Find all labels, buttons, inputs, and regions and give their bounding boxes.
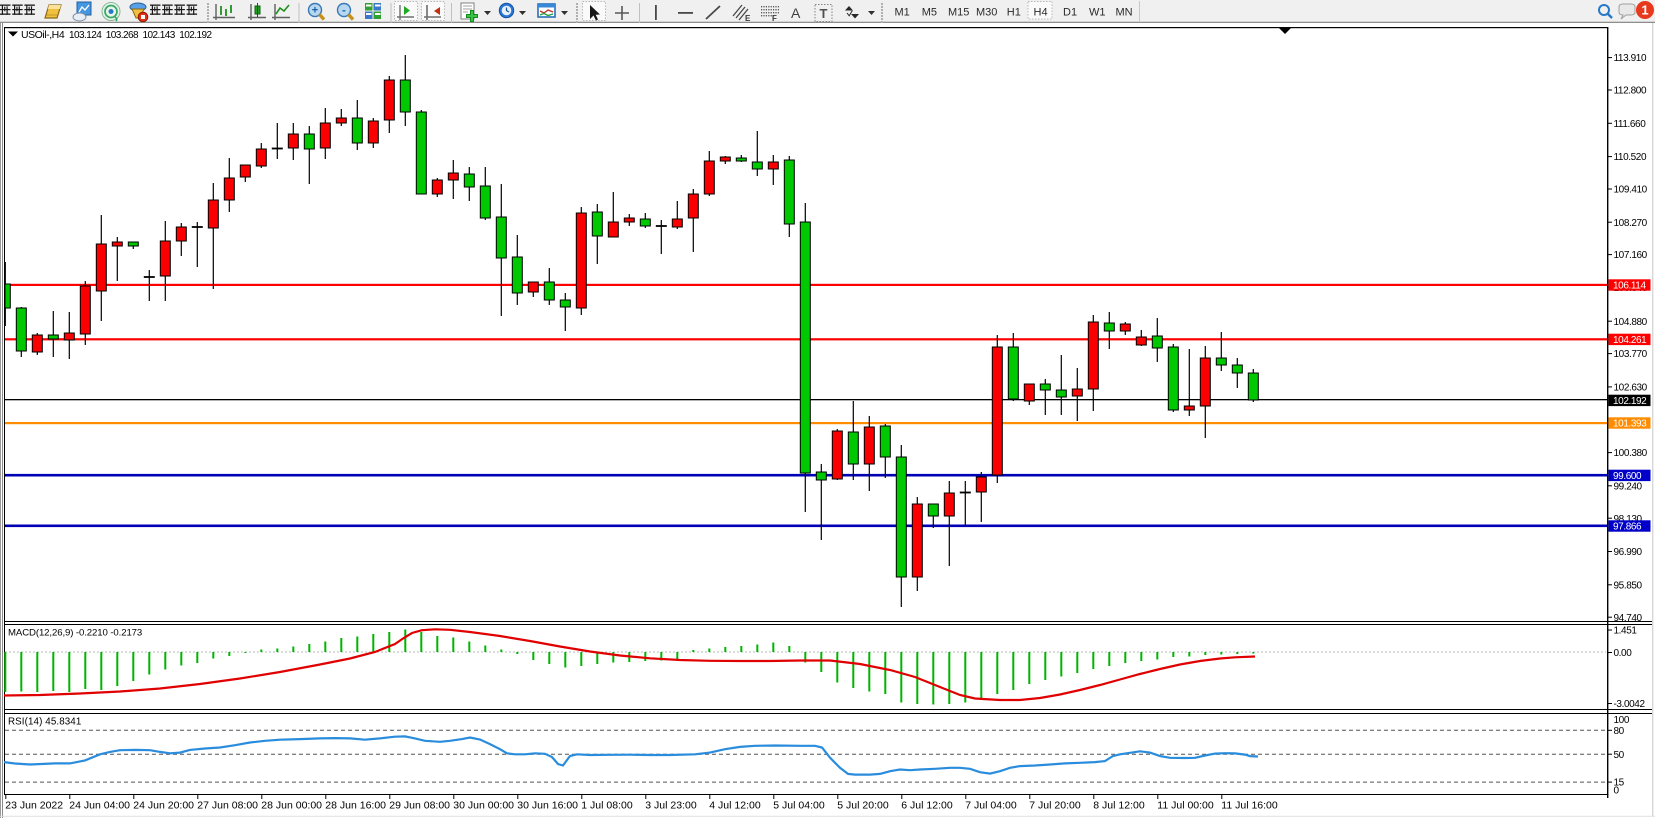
svg-text:109.410: 109.410 <box>1614 185 1648 196</box>
svg-text:108.270: 108.270 <box>1614 218 1648 229</box>
svg-text:11 Jul 16:00: 11 Jul 16:00 <box>1221 800 1278 812</box>
svg-text:3 Jul 23:00: 3 Jul 23:00 <box>645 800 697 812</box>
svg-text:7 Jul 04:00: 7 Jul 04:00 <box>965 800 1017 812</box>
svg-text:5 Jul 20:00: 5 Jul 20:00 <box>837 800 889 812</box>
svg-text:24 Jun 04:00: 24 Jun 04:00 <box>69 800 130 812</box>
svg-text:23 Jun 2022: 23 Jun 2022 <box>5 800 63 812</box>
svg-text:1: 1 <box>1641 3 1648 18</box>
svg-text:8 Jul 12:00: 8 Jul 12:00 <box>1093 800 1145 812</box>
svg-text:T: T <box>820 6 828 21</box>
svg-text:28 Jun 16:00: 28 Jun 16:00 <box>325 800 386 812</box>
svg-text:104.261: 104.261 <box>1613 335 1647 346</box>
svg-text:11 Jul 00:00: 11 Jul 00:00 <box>1157 800 1214 812</box>
svg-text:103.124 103.268 102.143 102: 103.124 103.268 102.143 102.192 <box>69 30 213 41</box>
svg-text:-: - <box>342 5 346 17</box>
svg-text:24 Jun 20:00: 24 Jun 20:00 <box>133 800 194 812</box>
svg-text:103.770: 103.770 <box>1614 349 1648 360</box>
svg-text:W1: W1 <box>1089 7 1106 19</box>
svg-text:F: F <box>772 14 777 23</box>
svg-text:E: E <box>745 14 751 23</box>
svg-text:30 Jun 00:00: 30 Jun 00:00 <box>453 800 514 812</box>
svg-text:+: + <box>312 5 318 17</box>
svg-text:H1: H1 <box>1007 7 1021 19</box>
svg-text:15: 15 <box>1614 778 1625 789</box>
svg-text:99.600: 99.600 <box>1613 471 1642 482</box>
svg-text:99.240: 99.240 <box>1614 481 1643 492</box>
svg-text:107.160: 107.160 <box>1614 250 1648 261</box>
svg-text:H4: H4 <box>1034 7 1048 19</box>
svg-text:102.192: 102.192 <box>1613 396 1647 407</box>
svg-text:5 Jul 04:00: 5 Jul 04:00 <box>773 800 825 812</box>
svg-text:50: 50 <box>1614 750 1625 761</box>
svg-text:0: 0 <box>1614 785 1620 796</box>
svg-text:29 Jun 08:00: 29 Jun 08:00 <box>389 800 450 812</box>
svg-text:28 Jun 00:00: 28 Jun 00:00 <box>261 800 322 812</box>
svg-text:111.660: 111.660 <box>1614 119 1647 130</box>
svg-text:100.380: 100.380 <box>1614 448 1648 459</box>
svg-text:104.880: 104.880 <box>1614 317 1648 328</box>
svg-text:4 Jul 12:00: 4 Jul 12:00 <box>709 800 761 812</box>
svg-text:USOil-,H4: USOil-,H4 <box>21 29 65 41</box>
svg-text:100: 100 <box>1614 715 1630 726</box>
svg-text:112.800: 112.800 <box>1614 86 1647 97</box>
svg-text:M5: M5 <box>922 7 937 19</box>
svg-text:106.114: 106.114 <box>1613 281 1646 292</box>
svg-text:97.866: 97.866 <box>1613 522 1642 533</box>
svg-text:94.740: 94.740 <box>1614 613 1643 624</box>
svg-text:-3.0042: -3.0042 <box>1614 699 1646 710</box>
svg-text:95.850: 95.850 <box>1614 580 1643 591</box>
svg-text:MN: MN <box>1116 7 1133 19</box>
svg-text:MACD(12,26,9) -0.2210 -0.2173: MACD(12,26,9) -0.2210 -0.2173 <box>8 628 142 639</box>
svg-text:7 Jul 20:00: 7 Jul 20:00 <box>1029 800 1081 812</box>
svg-text:27 Jun 08:00: 27 Jun 08:00 <box>197 800 258 812</box>
svg-text:6 Jul 12:00: 6 Jul 12:00 <box>901 800 953 812</box>
svg-text:M1: M1 <box>895 7 910 19</box>
svg-text:80: 80 <box>1614 726 1625 737</box>
svg-text:M30: M30 <box>976 7 997 19</box>
svg-text:102.630: 102.630 <box>1614 383 1648 394</box>
svg-text:RSI(14) 45.8341: RSI(14) 45.8341 <box>8 717 81 728</box>
svg-text:D1: D1 <box>1063 7 1077 19</box>
svg-text:98.130: 98.130 <box>1614 514 1643 525</box>
svg-text:101.393: 101.393 <box>1613 419 1647 430</box>
svg-text:1 Jul 08:00: 1 Jul 08:00 <box>581 800 633 812</box>
svg-text:M15: M15 <box>948 7 969 19</box>
svg-text:96.990: 96.990 <box>1614 547 1643 558</box>
svg-text:113.910: 113.910 <box>1614 53 1647 64</box>
svg-text:30 Jun 16:00: 30 Jun 16:00 <box>517 800 578 812</box>
svg-text:A: A <box>791 5 801 21</box>
svg-text:110.520: 110.520 <box>1614 152 1647 163</box>
svg-text:0.00: 0.00 <box>1614 648 1633 659</box>
svg-text:1.451: 1.451 <box>1614 626 1638 637</box>
